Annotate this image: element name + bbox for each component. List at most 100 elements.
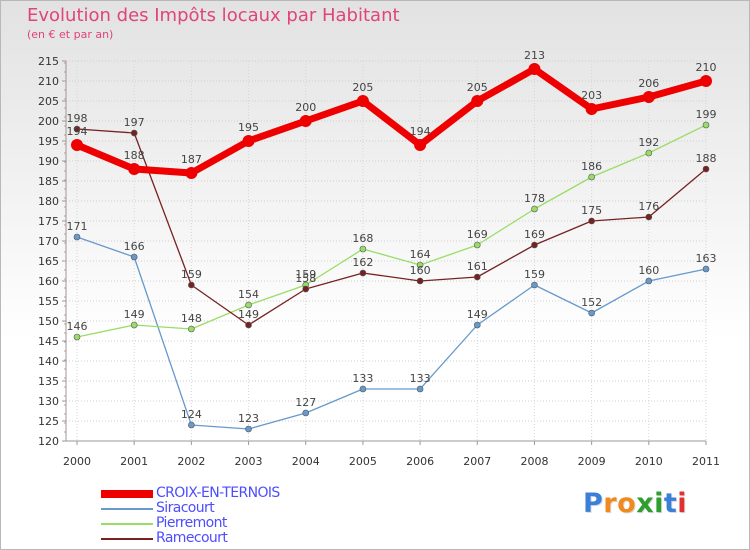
point-siracourt-2000 xyxy=(73,233,81,241)
ytick-label-165: 165 xyxy=(38,255,59,268)
point-siracourt-2007 xyxy=(473,321,481,329)
chart-subtitle: (en € et par an) xyxy=(27,28,114,41)
point-ramecourt-2007 xyxy=(473,273,481,281)
ytick-label-190: 190 xyxy=(38,155,59,168)
data-label-ramecourt-2009: 175 xyxy=(581,204,602,217)
xtick-label-2005: 2005 xyxy=(349,455,377,468)
data-label-ramecourt-2008: 169 xyxy=(524,228,545,241)
ytick-label-175: 175 xyxy=(38,215,59,228)
data-label-croix-en-ternois-2002: 187 xyxy=(181,153,202,166)
point-ramecourt-2011 xyxy=(702,165,710,173)
legend-label-croix-en-ternois: CROIX-EN-TERNOIS xyxy=(156,485,280,501)
ytick-label-125: 125 xyxy=(38,415,59,428)
data-label-croix-en-ternois-2006: 194 xyxy=(410,125,431,138)
point-siracourt-2002 xyxy=(188,421,195,429)
logo-letter: i xyxy=(677,488,688,519)
legend-swatch-pierremont xyxy=(101,523,153,525)
data-label-siracourt-2007: 149 xyxy=(467,308,488,321)
series-line-ramecourt xyxy=(76,128,707,326)
point-pierremont-2006 xyxy=(416,261,424,269)
data-label-siracourt-2009: 152 xyxy=(581,296,602,309)
data-label-siracourt-2000: 171 xyxy=(67,220,88,233)
series-line-pierremont xyxy=(76,124,707,338)
legend-swatch-siracourt xyxy=(101,508,153,510)
data-label-ramecourt-2005: 162 xyxy=(352,256,373,269)
xtick-label-2003: 2003 xyxy=(235,455,263,468)
data-label-siracourt-2008: 159 xyxy=(524,268,545,281)
point-siracourt-2001 xyxy=(130,253,138,261)
data-label-pierremont-2003: 154 xyxy=(238,288,259,301)
point-pierremont-2010 xyxy=(645,149,653,157)
data-label-siracourt-2002: 124 xyxy=(181,408,202,421)
point-ramecourt-2008 xyxy=(531,241,538,249)
point-pierremont-2003 xyxy=(245,301,252,309)
data-label-croix-en-ternois-2011: 210 xyxy=(696,61,717,74)
ytick-label-180: 180 xyxy=(38,195,59,208)
legend-label-ramecourt: Ramecourt xyxy=(156,530,228,546)
point-pierremont-2011 xyxy=(702,121,710,129)
xtick-label-2000: 2000 xyxy=(63,455,91,468)
data-label-ramecourt-2001: 197 xyxy=(124,116,145,129)
point-pierremont-2000 xyxy=(73,333,81,341)
data-label-ramecourt-2004: 158 xyxy=(295,272,316,285)
point-croix-en-ternois-2006 xyxy=(414,139,427,151)
series-line-croix-en-ternois xyxy=(75,65,707,177)
legend-swatch-croix-en-ternois xyxy=(101,490,153,498)
data-label-siracourt-2010: 160 xyxy=(638,264,659,277)
data-label-siracourt-2005: 133 xyxy=(352,372,373,385)
data-label-ramecourt-2006: 160 xyxy=(410,264,431,277)
xtick-label-2006: 2006 xyxy=(406,455,434,468)
point-ramecourt-2002 xyxy=(188,281,195,289)
point-croix-en-ternois-2007 xyxy=(471,95,484,107)
point-croix-en-ternois-2003 xyxy=(242,135,255,147)
point-siracourt-2009 xyxy=(588,309,595,317)
logo-letter: x xyxy=(636,488,655,519)
data-label-siracourt-2006: 133 xyxy=(410,372,431,385)
xtick-label-2008: 2008 xyxy=(520,455,548,468)
point-pierremont-2008 xyxy=(531,205,538,213)
data-label-pierremont-2005: 168 xyxy=(352,232,373,245)
point-siracourt-2008 xyxy=(531,281,538,289)
xtick-label-2007: 2007 xyxy=(463,455,491,468)
data-label-ramecourt-2002: 159 xyxy=(181,268,202,281)
point-pierremont-2002 xyxy=(188,325,195,333)
ytick-label-150: 150 xyxy=(38,315,59,328)
ytick-label-185: 185 xyxy=(38,175,59,188)
data-label-siracourt-2011: 163 xyxy=(696,252,717,265)
data-label-ramecourt-2011: 188 xyxy=(696,152,717,165)
data-label-croix-en-ternois-2008: 213 xyxy=(524,49,545,62)
point-ramecourt-2001 xyxy=(130,129,138,137)
point-ramecourt-2004 xyxy=(302,285,310,293)
xtick-label-2009: 2009 xyxy=(578,455,606,468)
point-ramecourt-2009 xyxy=(588,217,595,225)
ytick-label-160: 160 xyxy=(38,275,59,288)
data-label-pierremont-2002: 148 xyxy=(181,312,202,325)
point-croix-en-ternois-2001 xyxy=(128,163,141,175)
data-label-siracourt-2003: 123 xyxy=(238,412,259,425)
xtick-label-2010: 2010 xyxy=(635,455,663,468)
data-label-pierremont-2009: 186 xyxy=(581,160,602,173)
data-label-croix-en-ternois-2001: 188 xyxy=(124,149,145,162)
ytick-label-155: 155 xyxy=(38,295,59,308)
point-croix-en-ternois-2008 xyxy=(528,63,541,75)
data-label-croix-en-ternois-2000: 194 xyxy=(67,125,88,138)
xtick-label-2011: 2011 xyxy=(692,455,720,468)
data-label-pierremont-2004: 159 xyxy=(295,268,316,281)
point-ramecourt-2000 xyxy=(73,125,81,133)
chart-title: Evolution des Impôts locaux par Habitant xyxy=(27,5,400,26)
point-croix-en-ternois-2004 xyxy=(299,115,312,127)
data-label-croix-en-ternois-2010: 206 xyxy=(638,77,659,90)
point-pierremont-2007 xyxy=(473,241,481,249)
ytick-label-215: 215 xyxy=(38,55,59,68)
ytick-label-140: 140 xyxy=(38,355,59,368)
ytick-label-210: 210 xyxy=(38,75,59,88)
data-label-pierremont-2007: 169 xyxy=(467,228,488,241)
point-siracourt-2006 xyxy=(416,385,424,393)
logo-letter: t xyxy=(663,488,678,519)
ytick-label-120: 120 xyxy=(38,435,59,448)
data-label-croix-en-ternois-2009: 203 xyxy=(581,89,602,102)
point-pierremont-2005 xyxy=(359,245,367,253)
data-label-pierremont-2000: 146 xyxy=(67,320,88,333)
